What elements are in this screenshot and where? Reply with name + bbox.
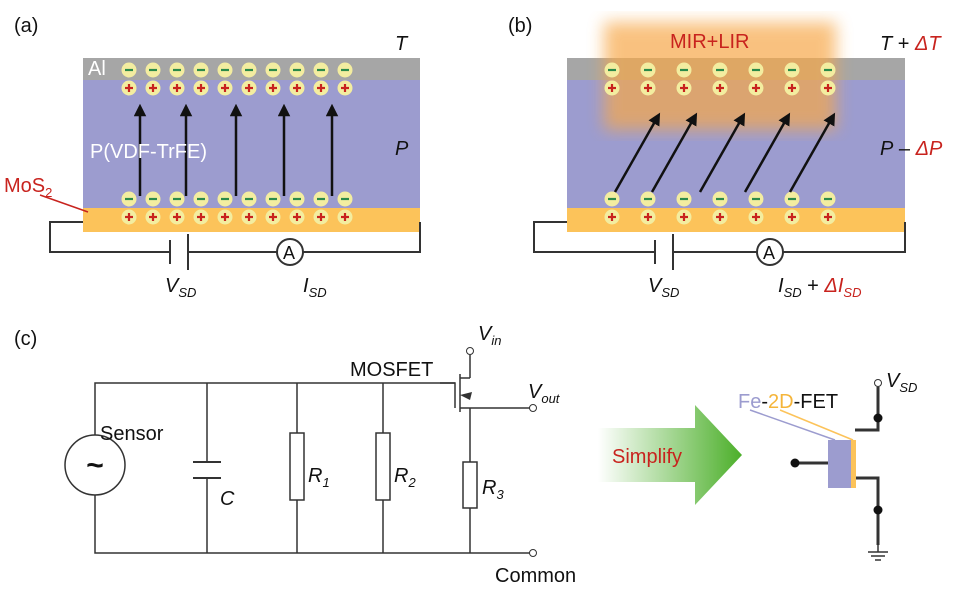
text: 2 [45,185,52,200]
voltage: VSD [165,275,196,300]
resistor-label: R1 [308,465,330,490]
sensor-symbol: ~ [86,449,104,482]
text: - [794,391,801,413]
text: SD [843,285,861,300]
mosfet-label: MOSFET [350,359,433,381]
terminal [875,380,882,387]
text: FET [800,391,838,413]
sensor-label: Sensor [100,423,164,445]
figure: (a) Al P(VDF-TrFE) MoS2 T P A VSD ISD (b… [0,0,960,590]
text: + [802,275,825,297]
resistor-label: R2 [394,465,416,490]
terminal [467,348,474,355]
text: SD [899,380,917,395]
ground [868,545,888,560]
panel-label: (c) [14,328,37,350]
text: in [491,333,501,348]
text: - [761,391,768,413]
current: ISD [303,275,327,300]
text: R [308,465,322,487]
panel-label: (b) [508,15,532,37]
layer-label: MoS2 [4,175,52,200]
illumination-label: MIR+LIR [670,31,749,53]
terminal [530,550,537,557]
text: SD [784,285,802,300]
resistor [290,433,304,500]
device-label: Fe-2D-FET [738,391,838,413]
terminal [530,405,537,412]
resistor [376,433,390,500]
text: SD [661,285,679,300]
text: + [892,33,915,55]
text: ΔI [823,275,843,297]
text: ΔT [914,33,942,55]
text: 1 [322,475,329,490]
fe-layer [828,440,851,488]
node [791,459,800,468]
text: SD [178,285,196,300]
ammeter-label: A [283,243,295,263]
arrow-label: Simplify [612,446,682,468]
layer-label: Al [88,58,106,80]
output-label: Vout [528,381,561,406]
temperature: T [395,33,409,55]
resistor-label: R3 [482,477,504,502]
current: ISD + ΔISD [778,275,861,300]
mosfet-arrow [460,392,472,400]
node [874,506,883,515]
polarization: P [395,138,409,160]
capacitor-label: C [220,488,235,510]
ammeter-label: A [763,243,775,263]
layer-label: P(VDF-TrFE) [90,141,207,163]
input-label: Vin [478,323,501,348]
text: P [880,138,894,160]
voltage: VSD [648,275,679,300]
resistor [463,462,477,508]
text: 2D [768,391,794,413]
ground-label: Common [495,565,576,587]
text: SD [309,285,327,300]
text: 3 [496,487,504,502]
polarization: P – ΔP [880,138,943,160]
text: 2 [407,475,416,490]
supply-label: VSD [886,370,917,395]
text: R [482,477,496,499]
text: out [541,391,560,406]
text: Fe [738,391,761,413]
text: ΔP [915,138,943,160]
mosfet [440,374,470,412]
circuit [95,355,530,553]
temperature: T + ΔT [880,33,942,55]
text: R [394,465,408,487]
2d-layer [851,440,856,488]
text: MoS [4,175,45,197]
text: – [893,138,915,160]
node [874,414,883,423]
panel-label: (a) [14,15,38,37]
